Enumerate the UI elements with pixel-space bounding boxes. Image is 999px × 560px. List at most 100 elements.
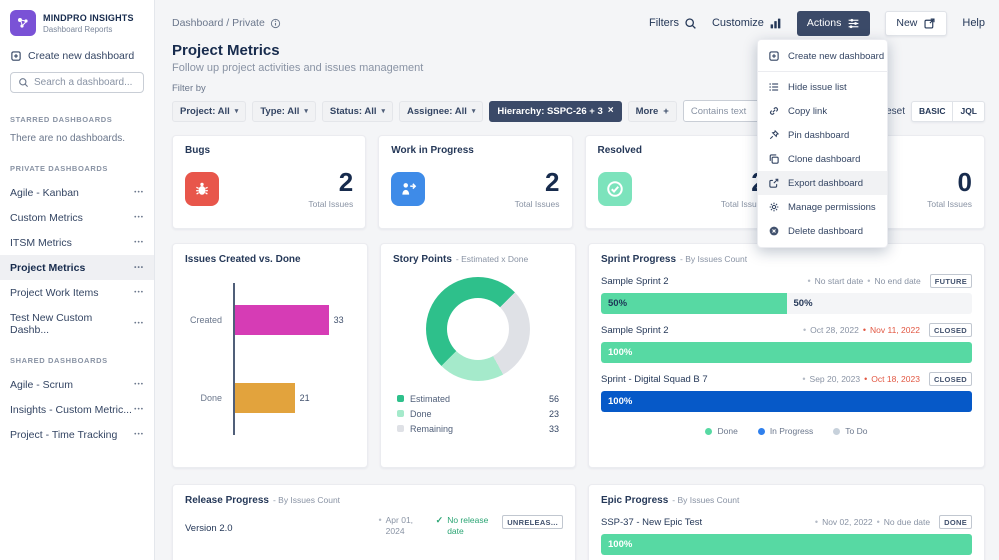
menu-item-clone-dashboard[interactable]: Clone dashboard <box>758 147 887 171</box>
filter-chip-assignee[interactable]: Assignee: All ▾ <box>399 100 484 122</box>
menu-item-hide-issue-list[interactable]: Hide issue list <box>758 75 887 99</box>
menu-item-label: Delete dashboard <box>788 225 863 237</box>
sidebar-item-agile-kanban[interactable]: Agile - Kanban ••• <box>0 180 154 205</box>
filters-button[interactable]: Filters <box>649 17 697 30</box>
bottom-charts-row: Release Progress - By Issues Count Versio… <box>172 484 985 560</box>
menu-item-label: Clone dashboard <box>788 153 861 165</box>
sidebar-item-custom-metrics[interactable]: Custom Metrics ••• <box>0 205 154 230</box>
brand-subtitle: Dashboard Reports <box>43 24 113 34</box>
menu-item-manage-permissions[interactable]: Manage permissions <box>758 195 887 219</box>
create-new-dashboard-link[interactable]: Create new dashboard <box>0 42 154 68</box>
filter-chip-more[interactable]: More + <box>627 100 677 122</box>
more-options-icon[interactable]: ••• <box>134 320 144 327</box>
stat-caption: Total Issues <box>514 198 560 209</box>
sidebar-item-label: Agile - Scrum <box>10 378 74 391</box>
sidebar-item-agile-scrum[interactable]: Agile - Scrum ••• <box>0 372 154 397</box>
filter-chip-type[interactable]: Type: All ▾ <box>252 100 316 122</box>
query-mode-toggle: BASIC JQL <box>911 100 985 122</box>
contains-text-input[interactable] <box>682 100 779 122</box>
sprint-start-date: Oct 28, 2022 <box>810 325 859 335</box>
help-button[interactable]: Help <box>962 17 985 29</box>
filter-chip-project[interactable]: Project: All ▾ <box>172 100 247 122</box>
legend-dot <box>833 427 841 435</box>
customize-button[interactable]: Customize <box>712 17 782 30</box>
delete-icon <box>768 225 780 237</box>
more-options-icon[interactable]: ••• <box>134 264 144 271</box>
pin-icon <box>768 129 780 141</box>
bar-created[interactable] <box>235 305 329 335</box>
stat-caption: Total Issues <box>720 198 766 209</box>
menu-item-delete-dashboard[interactable]: Delete dashboard <box>758 219 887 243</box>
mode-jql-button[interactable]: JQL <box>952 101 984 121</box>
new-dashboard-icon <box>10 50 22 62</box>
sidebar-item-label: ITSM Metrics <box>10 236 72 249</box>
sprint-start-date: No start date <box>814 276 864 286</box>
more-options-icon[interactable]: ••• <box>134 406 144 413</box>
release-progress-card: Release Progress - By Issues Count Versio… <box>172 484 576 560</box>
chart-title: Release Progress - By Issues Count <box>185 495 341 506</box>
date-dot-icon: • <box>802 374 806 384</box>
bar-value: 33 <box>333 315 344 325</box>
stat-caption: Total Issues <box>308 198 354 209</box>
sidebar-item-project-metrics[interactable]: Project Metrics ••• <box>0 255 154 280</box>
menu-item-create-new-dashboard[interactable]: Create new dashboard <box>758 44 887 68</box>
actions-menu: Create new dashboard Hide issue list Cop… <box>757 39 888 248</box>
status-badge: FUTURE <box>929 274 972 288</box>
more-options-icon[interactable]: ••• <box>134 239 144 246</box>
chip-label: Status: All <box>329 105 377 117</box>
close-icon[interactable]: × <box>607 105 614 116</box>
sprint-legend: Done In Progress To Do <box>601 426 972 436</box>
more-options-icon[interactable]: ••• <box>134 381 144 388</box>
sprint-progress-card: Sprint Progress - By Issues Count Sample … <box>588 243 985 468</box>
filter-chip-hierarchy[interactable]: Hierarchy: SSPC-26 + 3 × <box>489 100 622 122</box>
story-points-donut[interactable] <box>426 277 530 381</box>
bar-chart-icon <box>769 17 782 30</box>
filter-bar: Project: All ▾ Type: All ▾ Status: All ▾ As… <box>172 100 985 122</box>
progress-label: 50% <box>793 298 813 309</box>
more-options-icon[interactable]: ••• <box>134 431 144 438</box>
chevron-down-icon: ▾ <box>234 108 239 115</box>
stat-value: 2 <box>545 166 560 197</box>
page-subtitle: Follow up project activities and issues … <box>172 62 424 74</box>
top-bar: Dashboard / Private Filters Customize Ac… <box>172 10 985 36</box>
sidebar-item-itsm-metrics[interactable]: ITSM Metrics ••• <box>0 230 154 255</box>
customize-label: Customize <box>711 17 764 29</box>
filter-by-label: Filter by <box>172 83 206 94</box>
release-date: Apr 01, 2024 <box>385 515 414 536</box>
reset-filters-button[interactable]: Reset <box>878 105 906 117</box>
menu-item-pin-dashboard[interactable]: Pin dashboard <box>758 123 887 147</box>
actions-button[interactable]: Actions <box>796 10 871 36</box>
bar-done[interactable] <box>235 383 295 413</box>
bar-category-label: Created <box>189 315 222 325</box>
new-button[interactable]: New <box>885 10 948 36</box>
work-in-progress-icon <box>391 171 426 206</box>
stat-value: 2 <box>338 166 354 197</box>
legend-done: Done <box>705 426 738 436</box>
mode-basic-button[interactable]: BASIC <box>919 106 946 116</box>
filter-chip-status[interactable]: Status: All ▾ <box>321 100 394 122</box>
sidebar-item-project-work-items[interactable]: Project Work Items ••• <box>0 280 154 305</box>
more-options-icon[interactable]: ••• <box>134 289 144 296</box>
breadcrumb[interactable]: Dashboard / Private <box>172 17 265 29</box>
search-input[interactable] <box>34 77 136 88</box>
stat-card-work-in-progress: Work in Progress 2 Total Issues <box>378 135 573 229</box>
brand-text: MINDPRO INSIGHTS Dashboard Reports <box>43 13 134 34</box>
info-icon[interactable] <box>270 18 281 29</box>
overdue-dot-icon: • <box>862 325 866 335</box>
sidebar: MINDPRO INSIGHTS Dashboard Reports Creat… <box>0 0 155 560</box>
plus-icon: + <box>663 105 669 117</box>
legend-item-estimated: Estimated 56 <box>397 391 559 406</box>
menu-item-copy-link[interactable]: Copy link <box>758 99 887 123</box>
create-new-dashboard-label: Create new dashboard <box>28 50 135 62</box>
more-options-icon[interactable]: ••• <box>134 189 144 196</box>
menu-item-export-dashboard[interactable]: Export dashboard <box>758 171 887 195</box>
charts-row: Issues Created vs. Done Created 33 Done … <box>172 243 985 468</box>
menu-item-label: Hide issue list <box>788 81 847 93</box>
menu-item-label: Export dashboard <box>788 177 863 189</box>
dashboard-search[interactable] <box>10 72 144 93</box>
sidebar-item-test-new-custom-dashboard[interactable]: Test New Custom Dashb... ••• <box>0 305 154 342</box>
sidebar-item-insights-custom-metrics[interactable]: Insights - Custom Metric... ••• <box>0 397 154 422</box>
chevron-down-icon: ▾ <box>381 108 386 115</box>
sidebar-item-project-time-tracking[interactable]: Project - Time Tracking ••• <box>0 422 154 447</box>
more-options-icon[interactable]: ••• <box>134 214 144 221</box>
